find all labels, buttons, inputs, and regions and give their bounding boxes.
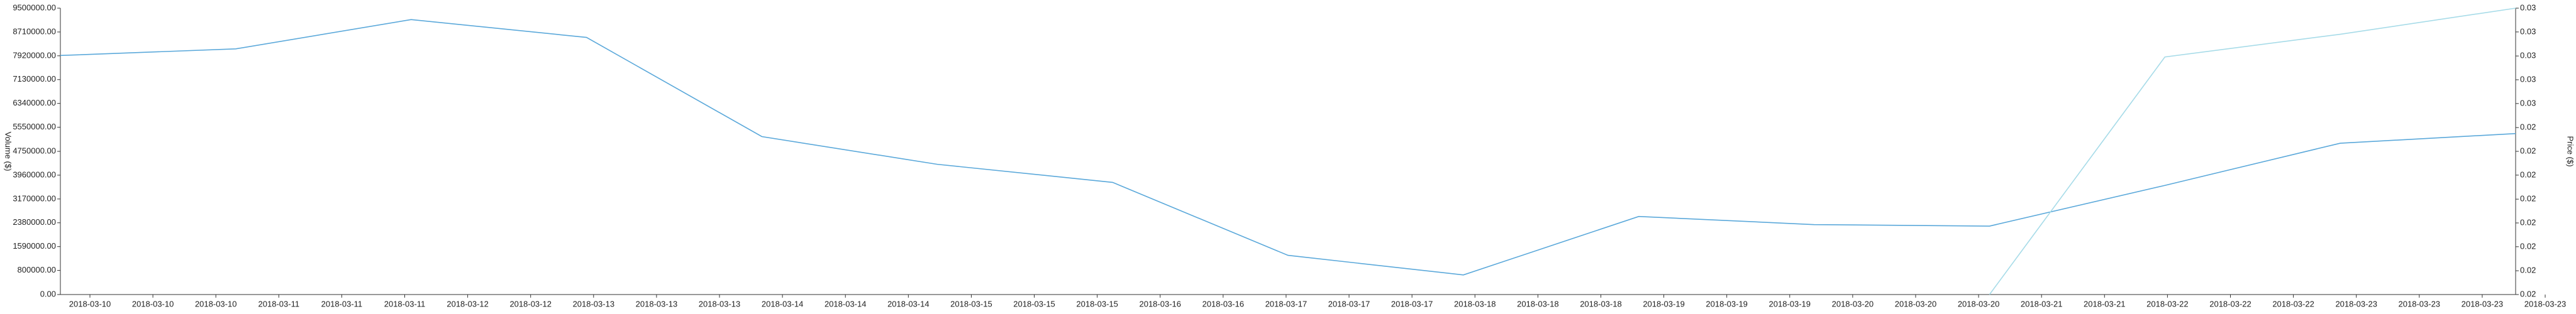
x-tick-label: 2018-03-11 [384, 299, 426, 308]
x-tick-label: 2018-03-22 [2146, 299, 2189, 308]
y-tick-label: 7920000.00 [13, 50, 56, 60]
y2-tick-label: 0.02 [2520, 194, 2536, 203]
x-tick-label: 2018-03-21 [2084, 299, 2126, 308]
x-tick-label: 2018-03-11 [258, 299, 300, 308]
x-tick-label: 2018-03-23 [2335, 299, 2377, 308]
x-tick-label: 2018-03-16 [1202, 299, 1245, 308]
x-tick-label: 2018-03-23 [2524, 299, 2567, 308]
y2-tick-label: 0.03 [2520, 51, 2536, 60]
series-line [1989, 8, 2516, 295]
y2-tick-label: 0.02 [2520, 241, 2536, 251]
x-tick-label: 2018-03-20 [1895, 299, 1937, 308]
x-tick-label: 2018-03-15 [1076, 299, 1118, 308]
x-tick-label: 2018-03-22 [2272, 299, 2314, 308]
x-tick-label: 2018-03-15 [1013, 299, 1055, 308]
x-tick-label: 2018-03-17 [1328, 299, 1370, 308]
x-tick-label: 2018-03-16 [1139, 299, 1181, 308]
y-tick-label: 0.00 [40, 289, 56, 298]
x-tick-label: 2018-03-12 [509, 299, 552, 308]
x-tick-label: 2018-03-17 [1265, 299, 1307, 308]
y-tick-label: 2380000.00 [13, 217, 56, 227]
x-tick-label: 2018-03-20 [1832, 299, 1874, 308]
x-tick-label: 2018-03-21 [2021, 299, 2063, 308]
y2-tick-label: 0.02 [2520, 122, 2536, 132]
y2-tick-label: 0.02 [2520, 266, 2536, 275]
x-tick-label: 2018-03-10 [69, 299, 111, 308]
x-tick-label: 2018-03-17 [1391, 299, 1433, 308]
y2-tick-label: 0.02 [2520, 170, 2536, 179]
x-tick-label: 2018-03-23 [2399, 299, 2441, 308]
y-tick-label: 800000.00 [18, 265, 56, 274]
y-tick-label: 5550000.00 [13, 122, 56, 131]
x-tick-label: 2018-03-13 [699, 299, 741, 308]
x-tick-label: 2018-03-19 [1643, 299, 1685, 308]
x-tick-label: 2018-03-14 [762, 299, 804, 308]
x-tick-label: 2018-03-11 [321, 299, 363, 308]
series-line [60, 19, 2516, 276]
x-tick-label: 2018-03-18 [1454, 299, 1496, 308]
y2-tick-label: 0.02 [2520, 146, 2536, 155]
x-tick-label: 2018-03-13 [573, 299, 615, 308]
x-tick-label: 2018-03-19 [1769, 299, 1811, 308]
y2-tick-label: 0.03 [2520, 26, 2536, 36]
y-tick-label: 8710000.00 [13, 26, 56, 36]
x-tick-label: 2018-03-22 [2209, 299, 2251, 308]
y-tick-label: 1590000.00 [13, 241, 56, 251]
y2-tick-label: 0.03 [2520, 74, 2536, 84]
y-tick-label: 4750000.00 [13, 146, 56, 155]
x-tick-label: 2018-03-14 [887, 299, 930, 308]
x-tick-label: 2018-03-19 [1706, 299, 1748, 308]
x-tick-label: 2018-03-14 [824, 299, 867, 308]
y2-tick-label: 0.03 [2520, 98, 2536, 107]
x-tick-label: 2018-03-18 [1517, 299, 1559, 308]
y2-tick-label: 0.03 [2520, 3, 2536, 12]
x-tick-label: 2018-03-10 [132, 299, 174, 308]
x-tick-label: 2018-03-23 [2462, 299, 2504, 308]
y-tick-label: 9500000.00 [13, 3, 56, 12]
x-tick-label: 2018-03-15 [950, 299, 992, 308]
y-tick-label: 3960000.00 [13, 170, 56, 179]
y-axis-label: Volume ($) [4, 132, 13, 171]
y2-tick-label: 0.02 [2520, 289, 2536, 298]
x-tick-label: 2018-03-12 [447, 299, 489, 308]
y2-axis-label: Price ($) [2566, 136, 2575, 166]
y2-tick-label: 0.02 [2520, 217, 2536, 227]
x-tick-label: 2018-03-10 [195, 299, 237, 308]
x-tick-label: 2018-03-18 [1580, 299, 1622, 308]
y-tick-label: 6340000.00 [13, 98, 56, 107]
x-tick-label: 2018-03-20 [1958, 299, 2000, 308]
x-tick-label: 2018-03-13 [636, 299, 678, 308]
y-tick-label: 7130000.00 [13, 74, 56, 84]
y-tick-label: 3170000.00 [13, 193, 56, 203]
